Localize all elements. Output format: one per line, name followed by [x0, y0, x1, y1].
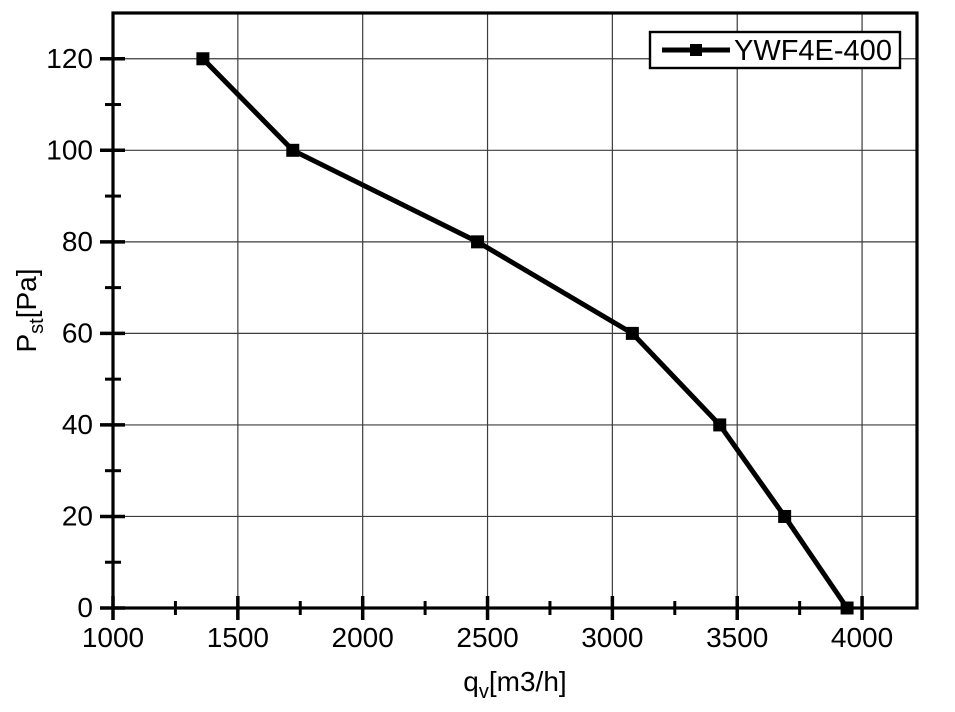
- y-tick-label: 120: [46, 43, 93, 74]
- data-point-marker: [286, 143, 300, 157]
- data-point-marker: [840, 601, 854, 615]
- y-tick-label: 60: [62, 317, 93, 348]
- data-point-marker: [713, 418, 727, 432]
- y-tick-label: 0: [77, 592, 93, 623]
- legend: YWF4E-400: [648, 30, 902, 70]
- data-point-marker: [471, 235, 485, 249]
- x-tick-label: 2500: [456, 622, 518, 653]
- y-axis-title: Pst[Pa]: [11, 268, 48, 352]
- legend-label: YWF4E-400: [734, 35, 892, 67]
- legend-marker: [690, 44, 702, 56]
- y-tick-label: 100: [46, 134, 93, 165]
- x-tick-label: 3500: [706, 622, 768, 653]
- x-tick-label: 1000: [82, 622, 144, 653]
- data-point-marker: [196, 52, 210, 66]
- y-tick-label: 80: [62, 226, 93, 257]
- plot-frame: [111, 11, 919, 610]
- x-axis-title: qv[m3/h]: [463, 666, 566, 703]
- x-tick-label: 1500: [207, 622, 269, 653]
- data-point-marker: [625, 326, 639, 340]
- y-tick-label: 20: [62, 500, 93, 531]
- y-tick-label: 40: [62, 409, 93, 440]
- x-tick-label: 3000: [581, 622, 643, 653]
- x-tick-label: 4000: [831, 622, 893, 653]
- data-point-marker: [778, 509, 792, 523]
- x-tick-label: 2000: [332, 622, 394, 653]
